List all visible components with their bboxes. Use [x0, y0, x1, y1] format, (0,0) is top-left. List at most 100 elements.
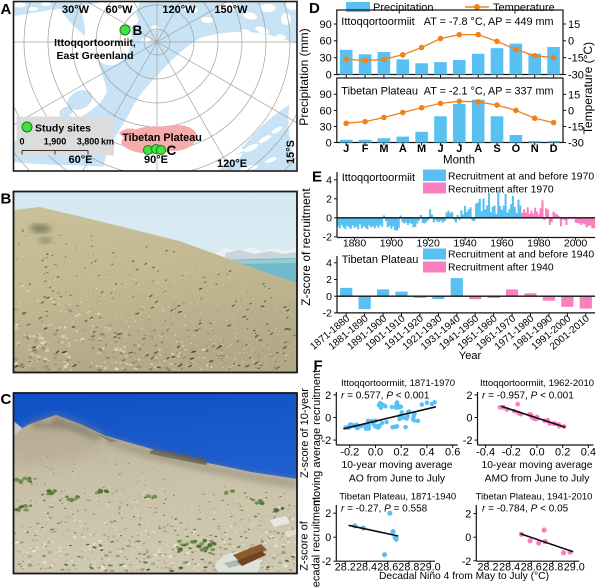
svg-text:Temperature: Temperature — [493, 2, 555, 14]
svg-text:A: A — [399, 143, 407, 155]
svg-text:Tibetan Plateau: Tibetan Plateau — [122, 132, 202, 144]
svg-text:Year: Year — [459, 350, 482, 362]
svg-text:90°E: 90°E — [144, 154, 168, 166]
svg-text:-2: -2 — [323, 308, 332, 320]
svg-text:AMO from June to July: AMO from June to July — [485, 474, 591, 485]
svg-text:M: M — [417, 143, 426, 155]
svg-text:2: 2 — [326, 194, 332, 206]
svg-text:-15: -15 — [568, 53, 584, 65]
svg-text:A: A — [474, 143, 482, 155]
svg-text:2000: 2000 — [564, 238, 588, 250]
svg-text:90: 90 — [320, 89, 332, 101]
svg-text:-2: -2 — [322, 435, 332, 447]
svg-text:150°W: 150°W — [214, 4, 248, 16]
svg-text:F: F — [314, 358, 323, 375]
svg-text:60: 60 — [320, 36, 332, 48]
svg-text:F: F — [362, 143, 369, 155]
svg-text:0: 0 — [326, 213, 332, 225]
svg-text:Study sites: Study sites — [35, 123, 91, 135]
svg-text:60°W: 60°W — [105, 4, 133, 16]
svg-text:1880: 1880 — [343, 238, 367, 250]
svg-text:Precipitation (mm): Precipitation (mm) — [297, 28, 311, 125]
svg-text:r = -0.957, P < 0.001: r = -0.957, P < 0.001 — [482, 391, 574, 402]
svg-text:M: M — [379, 143, 388, 155]
svg-text:1980: 1980 — [527, 238, 551, 250]
svg-text:1920: 1920 — [417, 238, 441, 250]
svg-text:3,800: 3,800 — [77, 137, 100, 147]
svg-text:-2: -2 — [322, 556, 332, 568]
svg-text:Z-score of recruitment: Z-score of recruitment — [299, 188, 313, 306]
svg-text:km: km — [101, 137, 114, 147]
svg-text:28.4: 28.4 — [356, 562, 377, 574]
svg-text:28.4: 28.4 — [499, 562, 520, 574]
svg-text:E: E — [312, 169, 322, 186]
svg-text:Ittoqqortoormiit: Ittoqqortoormiit — [342, 172, 415, 184]
svg-text:0: 0 — [326, 137, 332, 149]
svg-text:-2: -2 — [462, 556, 472, 568]
svg-text:Temperature (°C): Temperature (°C) — [581, 42, 595, 134]
svg-text:1940: 1940 — [453, 238, 477, 250]
svg-text:2: 2 — [465, 509, 471, 521]
svg-text:N: N — [531, 143, 539, 155]
svg-text:0: 0 — [466, 413, 472, 425]
svg-text:J: J — [437, 143, 443, 155]
svg-text:10-year moving average: 10-year moving average — [341, 460, 452, 471]
svg-text:0: 0 — [325, 413, 331, 425]
svg-text:C: C — [1, 391, 12, 408]
svg-text:Ittoqqortoormiit, 1962-2010: Ittoqqortoormiit, 1962-2010 — [480, 378, 594, 389]
svg-text:2: 2 — [325, 508, 331, 520]
svg-text:28.8: 28.8 — [542, 562, 563, 574]
svg-text:0.4: 0.4 — [581, 447, 596, 459]
svg-text:r = -0.784, P < 0.05: r = -0.784, P < 0.05 — [482, 504, 569, 515]
svg-text:East Greenland: East Greenland — [56, 50, 133, 62]
svg-text:Z-score of 10-year: Z-score of 10-year — [299, 388, 311, 478]
svg-text:Tibetan Plateau, 1941-2010: Tibetan Plateau, 1941-2010 — [476, 492, 593, 503]
svg-text:moving average recruitment: moving average recruitment — [311, 370, 323, 506]
svg-text:0.0: 0.0 — [529, 447, 544, 459]
svg-text:60°E: 60°E — [69, 154, 93, 166]
svg-text:2: 2 — [466, 390, 472, 402]
svg-text:-2: -2 — [463, 435, 473, 447]
svg-text:J: J — [456, 143, 462, 155]
svg-text:D: D — [309, 0, 320, 17]
svg-text:Decadal Niño 4 from May to Jul: Decadal Niño 4 from May to July (°C) — [379, 571, 549, 582]
svg-text:Recruitment at and before 1940: Recruitment at and before 1940 — [448, 250, 594, 261]
svg-text:30: 30 — [320, 121, 332, 133]
svg-text:-0.2: -0.2 — [502, 447, 521, 459]
svg-text:0: 0 — [568, 105, 574, 117]
svg-text:120°E: 120°E — [217, 158, 247, 170]
svg-text:1,900: 1,900 — [44, 137, 67, 147]
svg-text:Month: Month — [443, 155, 475, 167]
svg-text:J: J — [343, 143, 349, 155]
svg-text:0.2: 0.2 — [394, 447, 409, 459]
svg-text:decadal recruitment: decadal recruitment — [311, 497, 323, 588]
svg-text:2: 2 — [326, 274, 332, 286]
svg-text:r = 0.577, P < 0.001: r = 0.577, P < 0.001 — [341, 391, 430, 402]
svg-text:0: 0 — [19, 137, 24, 147]
svg-text:Recruitment at and before 1970: Recruitment at and before 1970 — [448, 172, 594, 183]
svg-text:AT = -2.1 °C, AP = 337 mm: AT = -2.1 °C, AP = 337 mm — [424, 86, 554, 98]
svg-text:Tibetan Plateau: Tibetan Plateau — [341, 86, 418, 98]
svg-text:Ittoqqortoormiit,: Ittoqqortoormiit, — [54, 37, 136, 49]
svg-text:28.2: 28.2 — [477, 562, 498, 574]
svg-text:O: O — [512, 143, 521, 155]
svg-text:15: 15 — [568, 89, 580, 101]
svg-text:-2: -2 — [323, 232, 332, 244]
svg-text:0: 0 — [568, 36, 574, 48]
svg-text:r = -0.27, P = 0.558: r = -0.27, P = 0.558 — [341, 504, 428, 515]
svg-text:0.0: 0.0 — [368, 447, 383, 459]
svg-text:A: A — [1, 1, 12, 18]
svg-text:0: 0 — [465, 532, 471, 544]
svg-text:Recruitment after 1970: Recruitment after 1970 — [448, 185, 554, 196]
svg-text:-30: -30 — [568, 69, 584, 81]
svg-text:120°W: 120°W — [162, 4, 196, 16]
svg-text:29.0: 29.0 — [420, 562, 441, 574]
svg-text:Tibetan Plateau, 1871-1940: Tibetan Plateau, 1871-1940 — [339, 492, 456, 503]
svg-text:4: 4 — [326, 175, 332, 187]
svg-text:-30: -30 — [568, 137, 584, 149]
svg-text:C: C — [167, 143, 177, 158]
svg-text:1960: 1960 — [490, 238, 514, 250]
svg-text:Ittoqqortoormiit: Ittoqqortoormiit — [341, 16, 414, 28]
svg-text:-0.2: -0.2 — [340, 447, 359, 459]
svg-text:60: 60 — [320, 105, 332, 117]
